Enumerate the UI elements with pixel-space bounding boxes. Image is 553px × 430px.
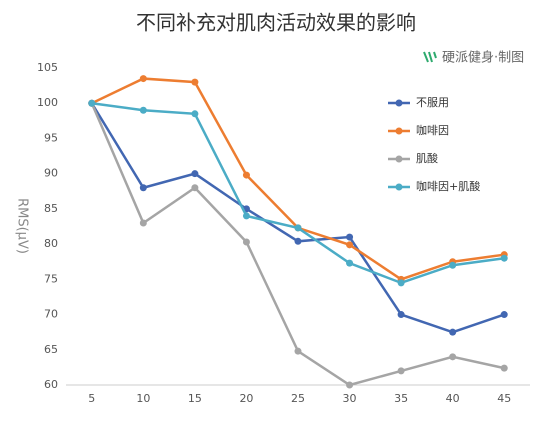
x-tick-label: 45 bbox=[497, 392, 511, 405]
point bbox=[346, 381, 354, 389]
point bbox=[346, 259, 354, 267]
point bbox=[191, 170, 199, 178]
point bbox=[139, 219, 147, 227]
legend-marker bbox=[395, 155, 403, 163]
legend-text: 咖啡因 bbox=[416, 123, 449, 137]
x-tick-label: 25 bbox=[291, 392, 305, 405]
point bbox=[346, 241, 354, 249]
x-tick-label: 35 bbox=[394, 392, 408, 405]
point bbox=[294, 237, 302, 245]
point bbox=[242, 212, 250, 220]
legend-marker bbox=[395, 183, 403, 191]
point bbox=[500, 254, 508, 262]
legend-marker bbox=[395, 127, 403, 135]
chart-title: 不同补充对肌肉活动效果的影响 bbox=[136, 11, 416, 35]
legend-marker bbox=[395, 99, 403, 107]
point bbox=[88, 99, 96, 107]
x-tick-label: 20 bbox=[239, 392, 253, 405]
point bbox=[346, 233, 354, 241]
y-tick-label: 105 bbox=[37, 61, 58, 74]
point bbox=[397, 311, 405, 319]
point bbox=[397, 279, 405, 287]
point bbox=[139, 184, 147, 192]
point bbox=[191, 78, 199, 86]
x-tick-label: 40 bbox=[446, 392, 460, 405]
y-tick-label: 70 bbox=[44, 308, 58, 321]
x-tick-label: 10 bbox=[136, 392, 150, 405]
y-tick-label: 85 bbox=[44, 202, 58, 215]
series-line bbox=[90, 102, 505, 334]
point bbox=[191, 184, 199, 192]
point bbox=[294, 347, 302, 355]
point bbox=[139, 106, 147, 114]
point bbox=[500, 311, 508, 319]
x-tick-label: 30 bbox=[343, 392, 357, 405]
point bbox=[242, 238, 250, 246]
y-tick-label: 95 bbox=[44, 131, 58, 144]
source-logo bbox=[423, 51, 437, 63]
source-text: 硬派健身·制图 bbox=[442, 50, 524, 66]
legend-text: 不服用 bbox=[416, 96, 449, 109]
point bbox=[139, 75, 147, 83]
point bbox=[449, 328, 457, 336]
y-tick-label: 90 bbox=[44, 167, 58, 180]
x-tick-label: 5 bbox=[88, 392, 95, 405]
x-tick-label: 15 bbox=[188, 392, 202, 405]
y-axis-label: RMS(μV) bbox=[15, 198, 30, 254]
y-tick-label: 65 bbox=[44, 343, 58, 356]
point bbox=[500, 364, 508, 372]
point bbox=[449, 353, 457, 361]
y-tick-label: 60 bbox=[44, 378, 58, 391]
point bbox=[397, 367, 405, 375]
point bbox=[294, 224, 302, 232]
point bbox=[449, 261, 457, 269]
y-tick-label: 100 bbox=[37, 96, 58, 109]
point bbox=[191, 110, 199, 118]
legend-text: 肌酸 bbox=[416, 151, 438, 165]
point bbox=[242, 171, 250, 179]
legend-text: 咖啡因+肌酸 bbox=[416, 179, 480, 193]
y-tick-label: 80 bbox=[44, 237, 58, 250]
y-tick-label: 75 bbox=[44, 272, 58, 285]
